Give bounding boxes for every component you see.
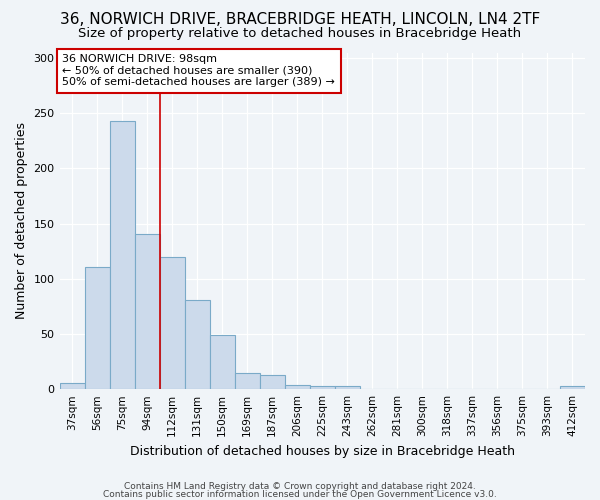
Y-axis label: Number of detached properties: Number of detached properties (15, 122, 28, 320)
Bar (59, 382, 85, 389)
Text: Contains public sector information licensed under the Open Government Licence v3: Contains public sector information licen… (103, 490, 497, 499)
Text: Size of property relative to detached houses in Bracebridge Heath: Size of property relative to detached ho… (79, 28, 521, 40)
Text: 36, NORWICH DRIVE, BRACEBRIDGE HEATH, LINCOLN, LN4 2TF: 36, NORWICH DRIVE, BRACEBRIDGE HEATH, LI… (60, 12, 540, 28)
Text: 36 NORWICH DRIVE: 98sqm
← 50% of detached houses are smaller (390)
50% of semi-d: 36 NORWICH DRIVE: 98sqm ← 50% of detache… (62, 54, 335, 88)
Bar (85, 266, 110, 389)
Bar (185, 300, 209, 389)
Text: Contains HM Land Registry data © Crown copyright and database right 2024.: Contains HM Land Registry data © Crown c… (124, 482, 476, 491)
Bar (560, 386, 585, 389)
Bar (134, 234, 160, 389)
Bar (110, 121, 134, 389)
Bar (335, 386, 360, 389)
Bar (160, 256, 185, 389)
Bar (209, 335, 235, 389)
Bar (260, 375, 285, 389)
Bar (310, 386, 335, 389)
Bar (285, 385, 310, 389)
Bar (235, 372, 260, 389)
X-axis label: Distribution of detached houses by size in Bracebridge Heath: Distribution of detached houses by size … (130, 444, 515, 458)
